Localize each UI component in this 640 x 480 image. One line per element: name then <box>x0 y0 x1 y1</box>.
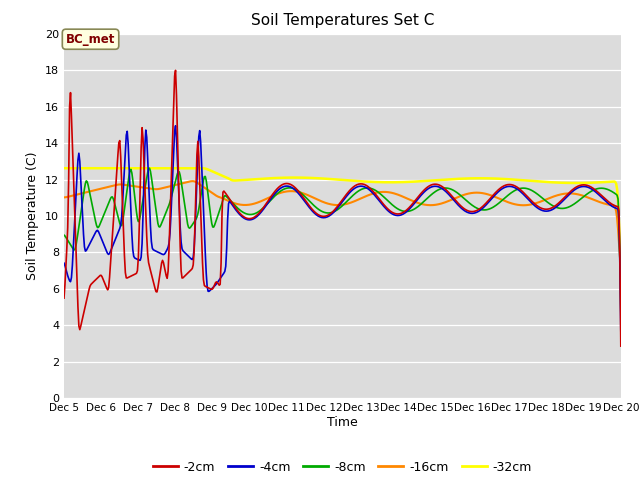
X-axis label: Time: Time <box>327 416 358 429</box>
Text: BC_met: BC_met <box>66 33 115 46</box>
Legend: -2cm, -4cm, -8cm, -16cm, -32cm: -2cm, -4cm, -8cm, -16cm, -32cm <box>148 456 537 479</box>
Y-axis label: Soil Temperature (C): Soil Temperature (C) <box>26 152 40 280</box>
Title: Soil Temperatures Set C: Soil Temperatures Set C <box>251 13 434 28</box>
